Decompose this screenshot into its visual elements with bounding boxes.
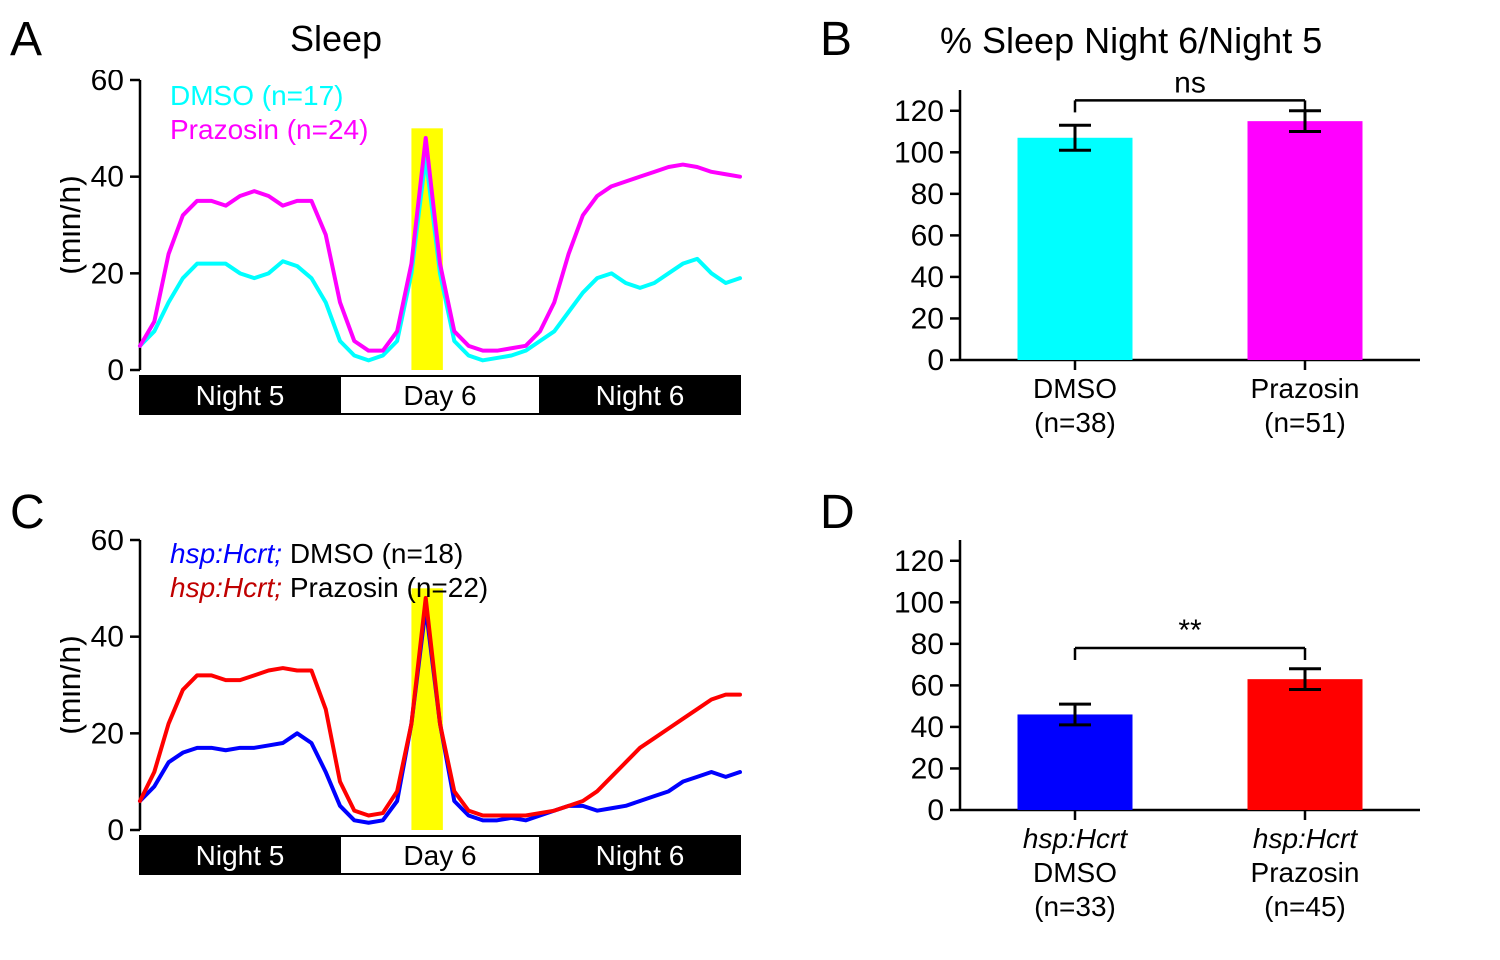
- y-tick-label: 60: [91, 530, 124, 557]
- bar: [1018, 138, 1133, 360]
- y-axis-label: (min/h): [60, 175, 87, 275]
- bar-label: Prazosin: [1251, 373, 1360, 404]
- y-tick-label: 0: [927, 794, 944, 827]
- y-tick-label: 120: [894, 545, 944, 578]
- panel-letter-B: B: [820, 12, 852, 67]
- panel-B-chart: 0 20 40 60 80 100 120 DMSO(n=38) Prazosin(n=51) n…: [880, 70, 1440, 480]
- panel-A-title: Sleep: [290, 18, 382, 60]
- bar-label: (n=45): [1264, 891, 1346, 922]
- phase-label: Day 6: [403, 380, 476, 411]
- y-tick-label: 120: [894, 95, 944, 128]
- phase-label: Night 6: [596, 840, 685, 871]
- panel-letter-C: C: [10, 485, 45, 540]
- bar-label: hsp:Hcrt: [1253, 823, 1358, 854]
- bar: [1248, 121, 1363, 360]
- y-tick-label: 0: [107, 814, 124, 847]
- panel-A-chart: 0 20 40 60 (min/h) Night 5 Day 6 Night 6: [60, 70, 760, 490]
- y-tick-label: 100: [894, 586, 944, 619]
- sig-label: ns: [1174, 70, 1206, 99]
- sig-label: **: [1178, 614, 1202, 647]
- bar-label: hsp:Hcrt: [1023, 823, 1128, 854]
- legend-item: Prazosin (n=24): [170, 114, 368, 146]
- y-tick-label: 100: [894, 136, 944, 169]
- y-tick-label: 40: [911, 711, 944, 744]
- bar-label: Prazosin: [1251, 857, 1360, 888]
- phase-label: Day 6: [403, 840, 476, 871]
- y-tick-label: 60: [911, 669, 944, 702]
- legend-item: hsp:Hcrt; DMSO (n=18): [170, 538, 463, 570]
- y-tick-label: 80: [911, 628, 944, 661]
- y-tick-label: 80: [911, 178, 944, 211]
- panel-letter-D: D: [820, 485, 855, 540]
- y-tick-label: 60: [911, 219, 944, 252]
- panel-D-chart: 020406080100120hsp:HcrtDMSO(n=33)hsp:Hcr…: [880, 520, 1440, 960]
- y-tick-label: 0: [927, 344, 944, 377]
- bar: [1018, 714, 1133, 810]
- y-tick-label: 40: [91, 621, 124, 654]
- y-tick-label: 40: [911, 261, 944, 294]
- y-tick-label: 20: [911, 752, 944, 785]
- panel-letter-A: A: [10, 12, 42, 67]
- y-axis-label: (min/h): [60, 635, 87, 735]
- y-tick-label: 20: [911, 302, 944, 335]
- panel-B-title: % Sleep Night 6/Night 5: [940, 20, 1322, 62]
- phase-label: Night 6: [596, 380, 685, 411]
- phase-label: Night 5: [196, 840, 285, 871]
- legend-item: DMSO (n=17): [170, 80, 344, 112]
- y-tick-label: 40: [91, 161, 124, 194]
- bar-label: (n=51): [1264, 407, 1346, 438]
- legend-item: hsp:Hcrt; Prazosin (n=22): [170, 572, 488, 604]
- bar-label: (n=33): [1034, 891, 1116, 922]
- bar-label: (n=38): [1034, 407, 1116, 438]
- bar: [1248, 679, 1363, 810]
- bar-label: DMSO: [1033, 857, 1117, 888]
- bar-label: DMSO: [1033, 373, 1117, 404]
- y-tick-label: 20: [91, 257, 124, 290]
- y-tick-label: 20: [91, 717, 124, 750]
- y-tick-label: 0: [107, 354, 124, 387]
- phase-label: Night 5: [196, 380, 285, 411]
- y-tick-label: 60: [91, 70, 124, 97]
